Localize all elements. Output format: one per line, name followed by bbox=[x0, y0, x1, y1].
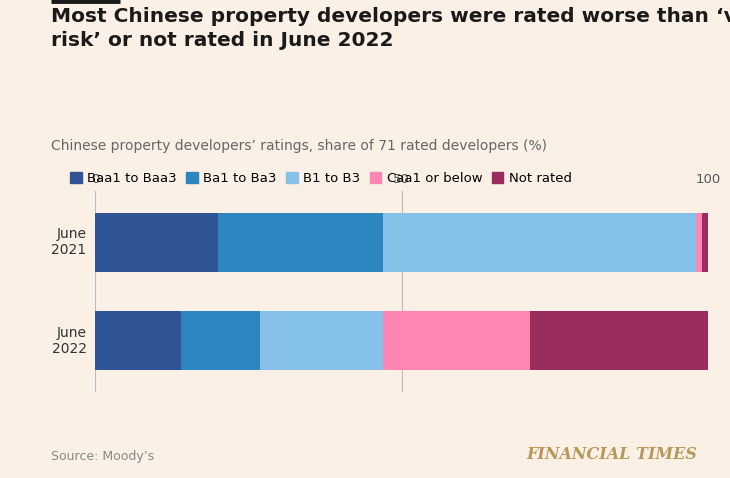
Text: FINANCIAL TIMES: FINANCIAL TIMES bbox=[526, 445, 697, 463]
Bar bbox=[95, 213, 218, 272]
Bar bbox=[261, 311, 383, 370]
Bar bbox=[95, 311, 181, 370]
Legend: Baa1 to Baa3, Ba1 to Ba3, B1 to B3, Caa1 or below, Not rated: Baa1 to Baa3, Ba1 to Ba3, B1 to B3, Caa1… bbox=[65, 167, 577, 190]
Bar bbox=[383, 311, 530, 370]
Bar bbox=[530, 311, 708, 370]
Bar bbox=[383, 213, 696, 272]
Text: Chinese property developers’ ratings, share of 71 rated developers (%): Chinese property developers’ ratings, sh… bbox=[51, 139, 547, 152]
Bar bbox=[218, 213, 383, 272]
Bar bbox=[181, 311, 261, 370]
Text: Most Chinese property developers were rated worse than ‘very high credit
risk’ o: Most Chinese property developers were ra… bbox=[51, 7, 730, 50]
Bar bbox=[696, 213, 702, 272]
Text: Source: Moody’s: Source: Moody’s bbox=[51, 450, 154, 463]
Bar bbox=[702, 213, 708, 272]
